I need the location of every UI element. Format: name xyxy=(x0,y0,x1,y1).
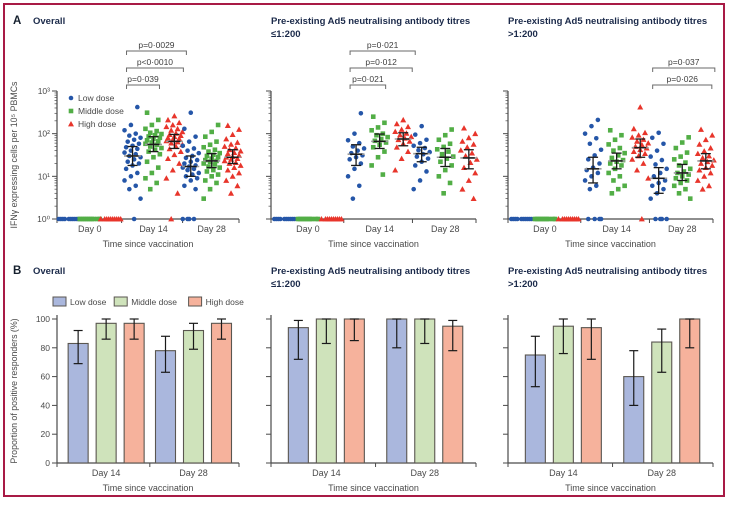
svg-text:60: 60 xyxy=(41,372,51,382)
panel-b-titres-high: Pre-existing Ad5 neutralising antibody t… xyxy=(488,257,723,495)
svg-text:p=0·021: p=0·021 xyxy=(367,40,399,50)
panel-a-titres-low: Pre-existing Ad5 neutralising antibody t… xyxy=(251,7,488,257)
svg-text:10³: 10³ xyxy=(38,86,50,96)
svg-text:Day 0: Day 0 xyxy=(78,224,102,234)
svg-text:≤1:200: ≤1:200 xyxy=(271,279,301,290)
scatter-chart-overall: A Overall 10⁰ 10¹ 10² 10³ Day 0 Day 14 Day 28 p=0… xyxy=(9,15,244,249)
svg-text:Pre-existing Ad5 neutralising: Pre-existing Ad5 neutralising antibody t… xyxy=(508,266,707,277)
svg-text:Day 14: Day 14 xyxy=(92,468,121,478)
panel-a-titres-high: Pre-existing Ad5 neutralising antibody t… xyxy=(488,7,723,257)
svg-text:p=0·021: p=0·021 xyxy=(352,74,384,84)
svg-text:Time since vaccination: Time since vaccination xyxy=(328,239,419,249)
svg-text:Day 28: Day 28 xyxy=(647,468,676,478)
svg-text:Day 14: Day 14 xyxy=(312,468,341,478)
svg-text:Overall: Overall xyxy=(33,266,65,277)
svg-text:>1:200: >1:200 xyxy=(508,29,538,40)
svg-text:Day 0: Day 0 xyxy=(533,224,557,234)
svg-text:Time since vaccination: Time since vaccination xyxy=(328,483,419,493)
svg-text:p=0·039: p=0·039 xyxy=(127,74,159,84)
svg-text:40: 40 xyxy=(41,400,51,410)
svg-text:Time since vaccination: Time since vaccination xyxy=(565,483,656,493)
svg-text:Day 14: Day 14 xyxy=(139,224,168,234)
figure-frame: A Overall 10⁰ 10¹ 10² 10³ Day 0 Day 14 Day 28 p=0… xyxy=(3,3,725,497)
svg-text:Middle dose: Middle dose xyxy=(131,297,177,307)
svg-text:0: 0 xyxy=(45,458,50,468)
svg-text:IFNγ expressing cells per 10⁵: IFNγ expressing cells per 10⁵ PBMCs xyxy=(9,81,19,228)
svg-text:10¹: 10¹ xyxy=(38,171,50,181)
panel-a-overall: A Overall 10⁰ 10¹ 10² 10³ Day 0 Day 14 Day 28 p=0… xyxy=(5,7,251,257)
panel-b-titres-low: Pre-existing Ad5 neutralising antibody t… xyxy=(251,257,488,495)
svg-text:p<0·0010: p<0·0010 xyxy=(137,57,173,67)
svg-text:Day 14: Day 14 xyxy=(602,224,631,234)
svg-text:p=0·0029: p=0·0029 xyxy=(138,40,174,50)
row-b-responders: B Overall 0 20 40 60 80 100 Day 14 Day 28 Low dose… xyxy=(5,257,723,495)
svg-text:10⁰: 10⁰ xyxy=(37,214,50,224)
svg-text:Time since vaccination: Time since vaccination xyxy=(103,239,194,249)
svg-text:Day 14: Day 14 xyxy=(549,468,578,478)
bar-chart-titres-gt-200: Pre-existing Ad5 neutralising antibody t… xyxy=(503,266,714,493)
svg-text:Overall: Overall xyxy=(33,16,65,27)
svg-text:Day 28: Day 28 xyxy=(668,224,697,234)
svg-text:≤1:200: ≤1:200 xyxy=(271,29,301,40)
svg-text:Middle dose: Middle dose xyxy=(78,106,124,116)
svg-text:Day 28: Day 28 xyxy=(431,224,460,234)
svg-text:Time since vaccination: Time since vaccination xyxy=(565,239,656,249)
bar-chart-titres-le-200: Pre-existing Ad5 neutralising antibody t… xyxy=(266,266,477,493)
panel-b-overall: B Overall 0 20 40 60 80 100 Day 14 Day 28 Low dose… xyxy=(5,257,251,495)
row-a-elispot: A Overall 10⁰ 10¹ 10² 10³ Day 0 Day 14 Day 28 p=0… xyxy=(5,7,723,257)
bar-chart-overall: B Overall 0 20 40 60 80 100 Day 14 Day 28 Low dose… xyxy=(9,265,245,493)
svg-text:p=0·026: p=0·026 xyxy=(667,74,699,84)
svg-text:Pre-existing Ad5 neutralising: Pre-existing Ad5 neutralising antibody t… xyxy=(508,16,707,27)
svg-text:A: A xyxy=(13,15,21,27)
svg-text:p=0·012: p=0·012 xyxy=(365,57,397,67)
svg-text:B: B xyxy=(13,265,21,277)
svg-text:High dose: High dose xyxy=(78,119,117,129)
svg-text:Day 28: Day 28 xyxy=(197,224,226,234)
svg-text:80: 80 xyxy=(41,343,51,353)
svg-text:10²: 10² xyxy=(38,129,50,139)
svg-text:Low dose: Low dose xyxy=(70,297,107,307)
svg-text:Day 0: Day 0 xyxy=(296,224,320,234)
svg-text:Day 14: Day 14 xyxy=(365,224,394,234)
scatter-chart-titres-le-200: Pre-existing Ad5 neutralising antibody t… xyxy=(266,16,480,249)
svg-text:Day 28: Day 28 xyxy=(410,468,439,478)
svg-text:Pre-existing Ad5 neutralising: Pre-existing Ad5 neutralising antibody t… xyxy=(271,266,470,277)
svg-text:20: 20 xyxy=(41,429,51,439)
svg-text:Pre-existing Ad5 neutralising: Pre-existing Ad5 neutralising antibody t… xyxy=(271,16,470,27)
svg-text:Time since vaccination: Time since vaccination xyxy=(103,483,194,493)
svg-text:Proportion of positive respond: Proportion of positive responders (%) xyxy=(9,318,19,463)
svg-text:100: 100 xyxy=(36,314,50,324)
svg-text:>1:200: >1:200 xyxy=(508,279,538,290)
svg-text:Low dose: Low dose xyxy=(78,93,115,103)
svg-text:p=0·037: p=0·037 xyxy=(668,57,700,67)
scatter-chart-titres-gt-200: Pre-existing Ad5 neutralising antibody t… xyxy=(503,16,717,249)
svg-text:Day 28: Day 28 xyxy=(179,468,208,478)
svg-text:High dose: High dose xyxy=(206,297,245,307)
